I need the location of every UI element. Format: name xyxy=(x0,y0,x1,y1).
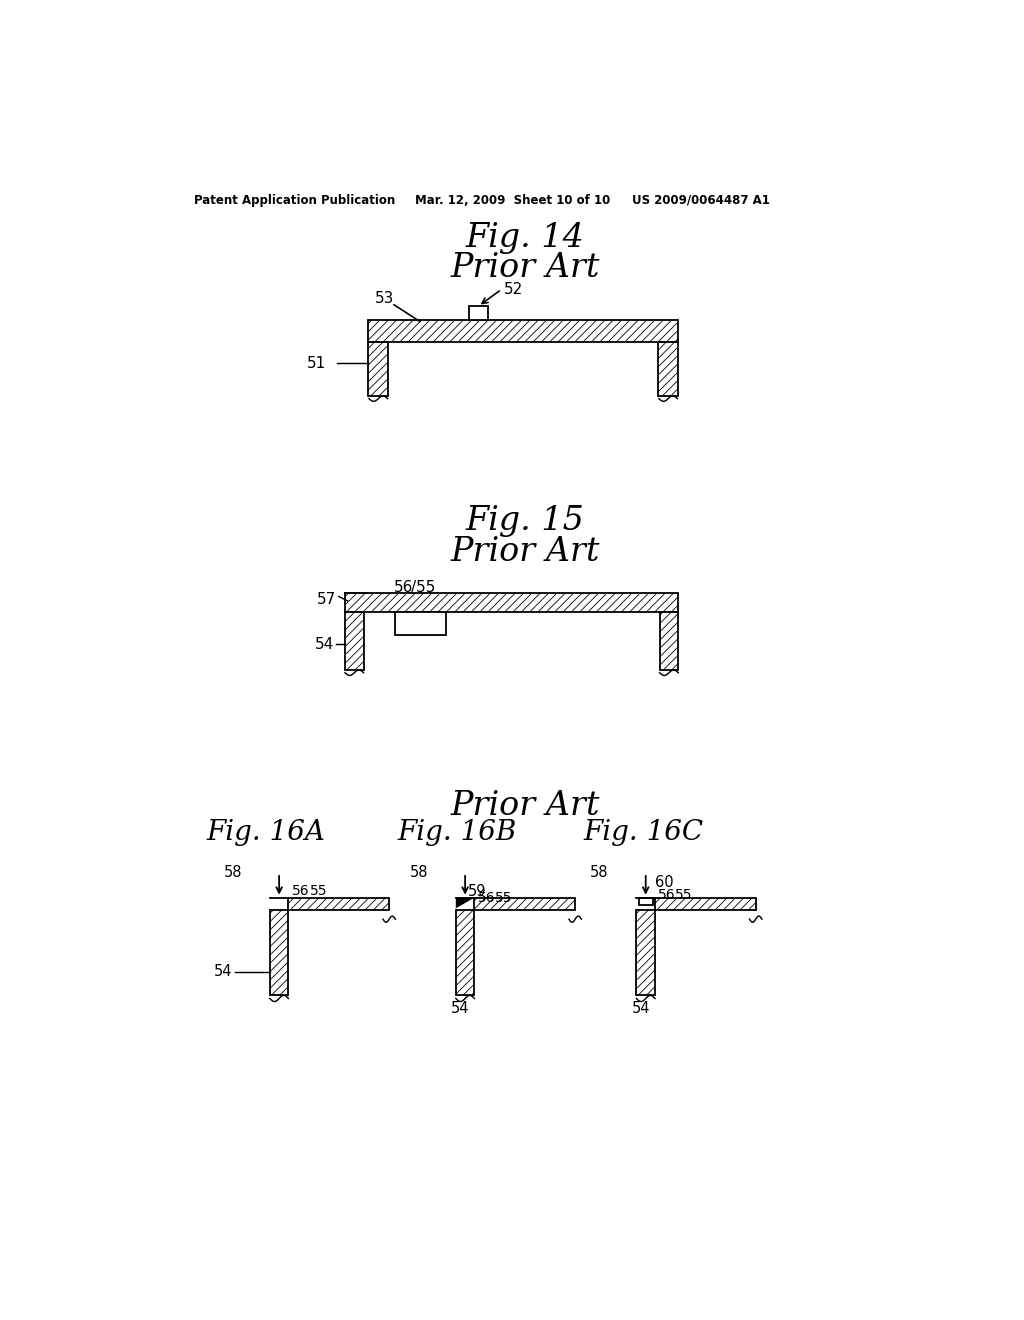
Text: 59: 59 xyxy=(468,884,486,899)
Bar xyxy=(474,898,575,909)
Bar xyxy=(456,909,474,995)
Text: Fig. 14: Fig. 14 xyxy=(465,222,585,253)
Text: 58: 58 xyxy=(590,865,608,879)
Text: 51: 51 xyxy=(306,355,326,371)
Text: 54: 54 xyxy=(632,1001,650,1016)
Bar xyxy=(655,898,756,909)
Text: 54: 54 xyxy=(452,1001,470,1016)
Bar xyxy=(469,306,487,321)
Text: 55: 55 xyxy=(495,891,512,904)
Text: 55: 55 xyxy=(675,887,692,902)
Bar xyxy=(659,612,678,669)
Text: Fig. 16A: Fig. 16A xyxy=(207,818,326,846)
Bar xyxy=(270,909,289,995)
Text: 60: 60 xyxy=(655,875,674,890)
Text: 54: 54 xyxy=(214,964,232,979)
Bar xyxy=(395,612,445,635)
Text: 54: 54 xyxy=(315,636,334,652)
Text: Prior Art: Prior Art xyxy=(451,252,599,284)
Text: 52: 52 xyxy=(504,281,523,297)
Bar xyxy=(636,909,655,995)
Text: 57: 57 xyxy=(316,593,336,607)
Polygon shape xyxy=(456,898,474,908)
Bar xyxy=(658,342,678,396)
Bar xyxy=(639,898,652,906)
Text: Prior Art: Prior Art xyxy=(451,789,599,822)
Text: 56: 56 xyxy=(477,891,496,904)
Bar xyxy=(289,898,389,909)
Text: 55: 55 xyxy=(310,884,328,899)
Text: 58: 58 xyxy=(410,865,428,879)
Text: 58: 58 xyxy=(223,865,242,879)
Text: 53: 53 xyxy=(375,290,394,306)
Bar xyxy=(345,612,364,669)
Text: Patent Application Publication: Patent Application Publication xyxy=(194,194,395,207)
Text: /55: /55 xyxy=(411,579,435,595)
Text: Fig. 16B: Fig. 16B xyxy=(397,818,517,846)
Text: 56: 56 xyxy=(292,884,309,899)
Text: US 2009/0064487 A1: US 2009/0064487 A1 xyxy=(632,194,770,207)
Text: 56: 56 xyxy=(658,887,676,902)
Bar xyxy=(345,594,678,612)
Bar xyxy=(369,321,678,342)
Text: Mar. 12, 2009  Sheet 10 of 10: Mar. 12, 2009 Sheet 10 of 10 xyxy=(415,194,610,207)
Bar xyxy=(369,342,388,396)
Text: Prior Art: Prior Art xyxy=(451,536,599,568)
Text: Fig. 16C: Fig. 16C xyxy=(584,818,703,846)
Text: Fig. 15: Fig. 15 xyxy=(465,506,585,537)
Text: 56: 56 xyxy=(394,579,414,595)
